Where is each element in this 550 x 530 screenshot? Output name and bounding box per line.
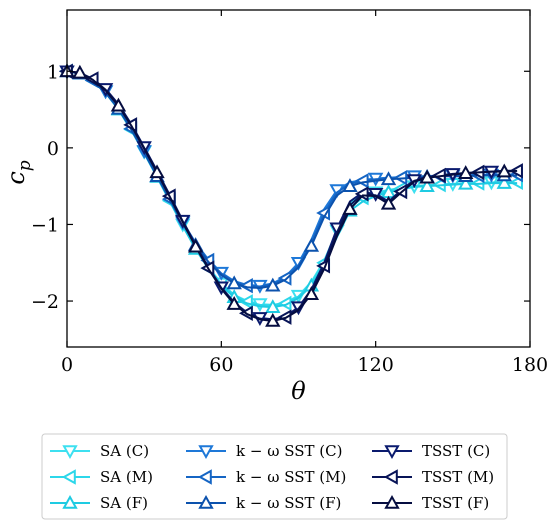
series-group [59, 63, 518, 292]
legend-label: TSST (C) [422, 442, 490, 460]
y-tick-label: −1 [31, 214, 59, 236]
series-marker [419, 178, 435, 192]
series-marker [384, 445, 400, 460]
legend-items: SA (C) SA (M) SA (F) k − ω SST (C) k − ω SST… [50, 442, 494, 512]
legend-label: TSST (F) [422, 494, 489, 512]
series-marker [226, 296, 242, 310]
legend-item: TSST (M) [372, 468, 494, 486]
legend-item: k − ω SST (M) [186, 468, 346, 486]
x-tick-label: 120 [358, 354, 394, 376]
series-line [66, 70, 518, 322]
series-marker [419, 169, 435, 184]
series-marker [198, 494, 214, 509]
legend-item: TSST (C) [372, 442, 490, 460]
legend-label: TSST (M) [422, 468, 494, 486]
series-marker [342, 201, 358, 215]
series-marker [277, 270, 292, 286]
series-marker [62, 494, 78, 509]
series-marker [265, 312, 281, 327]
series-marker [457, 165, 474, 179]
x-tick-label: 60 [209, 354, 233, 376]
series-marker [303, 286, 320, 300]
series-marker [187, 238, 204, 253]
legend-item: SA (C) [50, 442, 149, 460]
series-marker [226, 275, 242, 290]
x-axis-ticks: 0 60 120 180 [61, 10, 548, 376]
y-axis-label-main: c [2, 171, 30, 184]
series-marker [149, 164, 165, 179]
series-marker [384, 494, 400, 509]
series-marker [457, 175, 474, 190]
legend-item: TSST (F) [372, 494, 489, 512]
legend-item: k − ω SST (F) [186, 494, 341, 512]
y-axis-label: cp [2, 160, 35, 184]
series-marker [380, 195, 397, 210]
series-marker [265, 277, 281, 292]
plot-frame [66, 9, 531, 348]
y-tick-label: −2 [31, 291, 59, 313]
legend-label: k − ω SST (F) [236, 494, 341, 512]
series-marker [383, 469, 398, 485]
series-marker [61, 469, 76, 485]
series-group [58, 63, 523, 325]
series-marker [197, 469, 212, 485]
series-marker [496, 163, 512, 178]
legend-label: SA (M) [100, 468, 153, 486]
series-marker [72, 64, 88, 79]
series-marker [380, 171, 397, 186]
series-marker [265, 299, 281, 313]
x-tick-label: 180 [512, 354, 548, 376]
series-marker [198, 445, 214, 460]
plot-series [58, 63, 523, 327]
legend: SA (C) SA (M) SA (F) k − ω SST (C) k − ω SST… [41, 433, 508, 520]
series-marker [354, 173, 369, 189]
series-marker [110, 97, 127, 112]
legend-label: SA (F) [100, 494, 148, 512]
series-marker [342, 178, 358, 192]
series-group [59, 65, 518, 326]
legend-item: SA (F) [50, 494, 148, 512]
y-axis-ticks: 1 0 −1 −2 [31, 61, 530, 313]
series-line [66, 70, 518, 321]
y-axis-label-sub: p [15, 160, 35, 171]
x-tick-label: 0 [61, 354, 73, 376]
x-axis-label: θ [291, 377, 306, 405]
series-marker [303, 237, 320, 252]
y-tick-label: 1 [47, 61, 59, 83]
series-line [66, 70, 518, 322]
legend-label: k − ω SST (M) [236, 468, 346, 486]
legend-label: k − ω SST (C) [236, 442, 342, 460]
series-marker [496, 175, 512, 189]
series-marker [238, 278, 253, 294]
series-marker [62, 445, 78, 460]
series-group [59, 63, 518, 327]
legend-item: SA (M) [50, 468, 153, 486]
y-tick-label: 0 [47, 138, 59, 160]
legend-label: SA (C) [100, 442, 149, 460]
legend-item: k − ω SST (C) [186, 442, 342, 460]
